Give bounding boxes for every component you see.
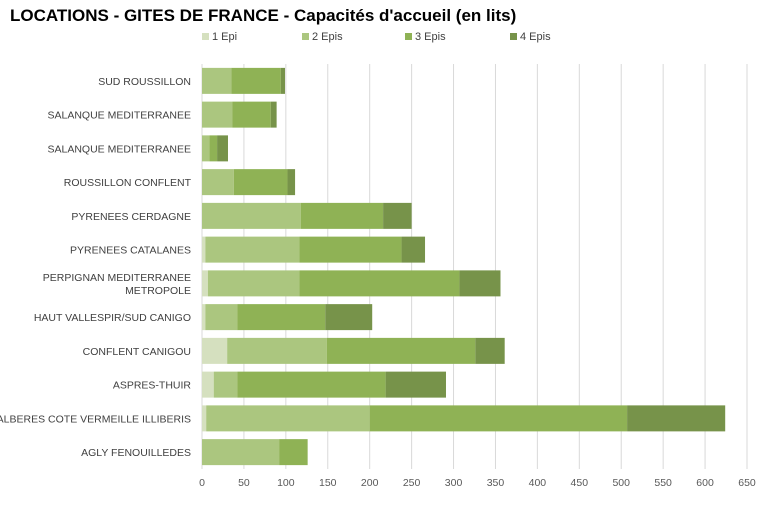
category-label: PYRENEES CERDAGNE [71, 211, 191, 223]
category-label: CONFLENT CANIGOU [83, 346, 191, 358]
x-tick-label: 500 [612, 477, 630, 489]
bar-segment [237, 371, 386, 398]
x-tick-label: 550 [654, 477, 672, 489]
bar-segment [202, 236, 206, 263]
category-label: PYRENEES CATALANES [70, 245, 191, 257]
bar-segment [207, 270, 300, 297]
bar-segment [475, 337, 505, 364]
legend-label: 1 Epi [212, 31, 237, 43]
bar-segment [325, 304, 373, 331]
x-tick-label: 650 [738, 477, 756, 489]
gridlines [201, 64, 748, 469]
legend-label: 4 Epis [520, 31, 551, 43]
legend-swatch [202, 33, 209, 40]
bar-segment [232, 101, 271, 128]
bar-segment [202, 135, 210, 162]
x-tick-label: 200 [361, 477, 379, 489]
category-label: SALANQUE MEDITERRANEE [47, 143, 191, 155]
bar-segment [237, 304, 326, 331]
chart-title: LOCATIONS - GITES DE FRANCE - Capacités … [10, 6, 516, 25]
bar-segment [383, 202, 412, 229]
bar-segment [299, 270, 460, 297]
bar-segment [369, 405, 628, 432]
bar-segment [279, 439, 308, 466]
bar-segment [206, 405, 370, 432]
bar-segment [205, 236, 300, 263]
x-tick-label: 100 [277, 477, 295, 489]
bar-segment [202, 67, 232, 94]
category-label: ROUSSILLON CONFLENT [64, 177, 192, 189]
category-label: SALANQUE MEDITERRANEE [47, 110, 191, 122]
bar-segment [227, 337, 327, 364]
bar-segment [205, 304, 238, 331]
x-tick-label: 0 [199, 477, 205, 489]
x-axis-tick-labels: 0 50 100 150 200 250 300 350 400 450 500 550 600 650 [199, 477, 756, 489]
bar-segment [231, 67, 281, 94]
x-tick-label: 450 [571, 477, 589, 489]
bar-segment [217, 135, 228, 162]
category-label: SUD ROUSSILLON [98, 76, 191, 88]
category-label: ALBERES COTE VERMEILLE ILLIBERIS [0, 413, 191, 425]
bar-segment [202, 439, 280, 466]
bar-segment [202, 304, 206, 331]
bar-segment [202, 101, 233, 128]
bar-segment [213, 371, 238, 398]
bar-segment [202, 371, 214, 398]
bar-segment [202, 405, 207, 432]
x-tick-label: 250 [403, 477, 421, 489]
x-tick-label: 600 [696, 477, 714, 489]
bar-segment [209, 135, 218, 162]
bar-segment [202, 337, 228, 364]
category-label: ASPRES-THUIR [113, 380, 192, 392]
bar-segment [326, 337, 476, 364]
x-tick-label: 150 [319, 477, 337, 489]
legend-label: 2 Epis [312, 31, 343, 43]
bar-segment [280, 67, 286, 94]
legend-label: 3 Epis [415, 31, 446, 43]
bar-segment [287, 169, 296, 196]
bar-segment [233, 169, 288, 196]
legend-swatch [302, 33, 309, 40]
bar-segment [385, 371, 446, 398]
bar-segment [300, 202, 384, 229]
legend-swatch [405, 33, 412, 40]
bar-segment [202, 270, 208, 297]
bar-segment [202, 169, 234, 196]
bar-segment [401, 236, 426, 263]
bar-segment [299, 236, 402, 263]
x-tick-label: 300 [445, 477, 463, 489]
bar-segment [459, 270, 501, 297]
category-label: PERPIGNAN MEDITERRANEE [43, 272, 191, 284]
category-label: AGLY FENOUILLEDES [81, 447, 191, 459]
x-tick-label: 400 [529, 477, 547, 489]
category-labels: SUD ROUSSILLON SALANQUE MEDITERRANEE SALAN… [0, 76, 192, 459]
category-label: METROPOLE [125, 285, 191, 297]
bars [202, 67, 726, 466]
bar-segment [627, 405, 726, 432]
legend: 1 Epi 2 Epis 3 Epis 4 Epis [202, 31, 551, 43]
category-label: HAUT VALLESPIR/SUD CANIGO [34, 312, 191, 324]
bar-segment [202, 202, 301, 229]
bar-segment [270, 101, 277, 128]
legend-swatch [510, 33, 517, 40]
x-tick-label: 350 [487, 477, 505, 489]
x-tick-label: 50 [238, 477, 250, 489]
